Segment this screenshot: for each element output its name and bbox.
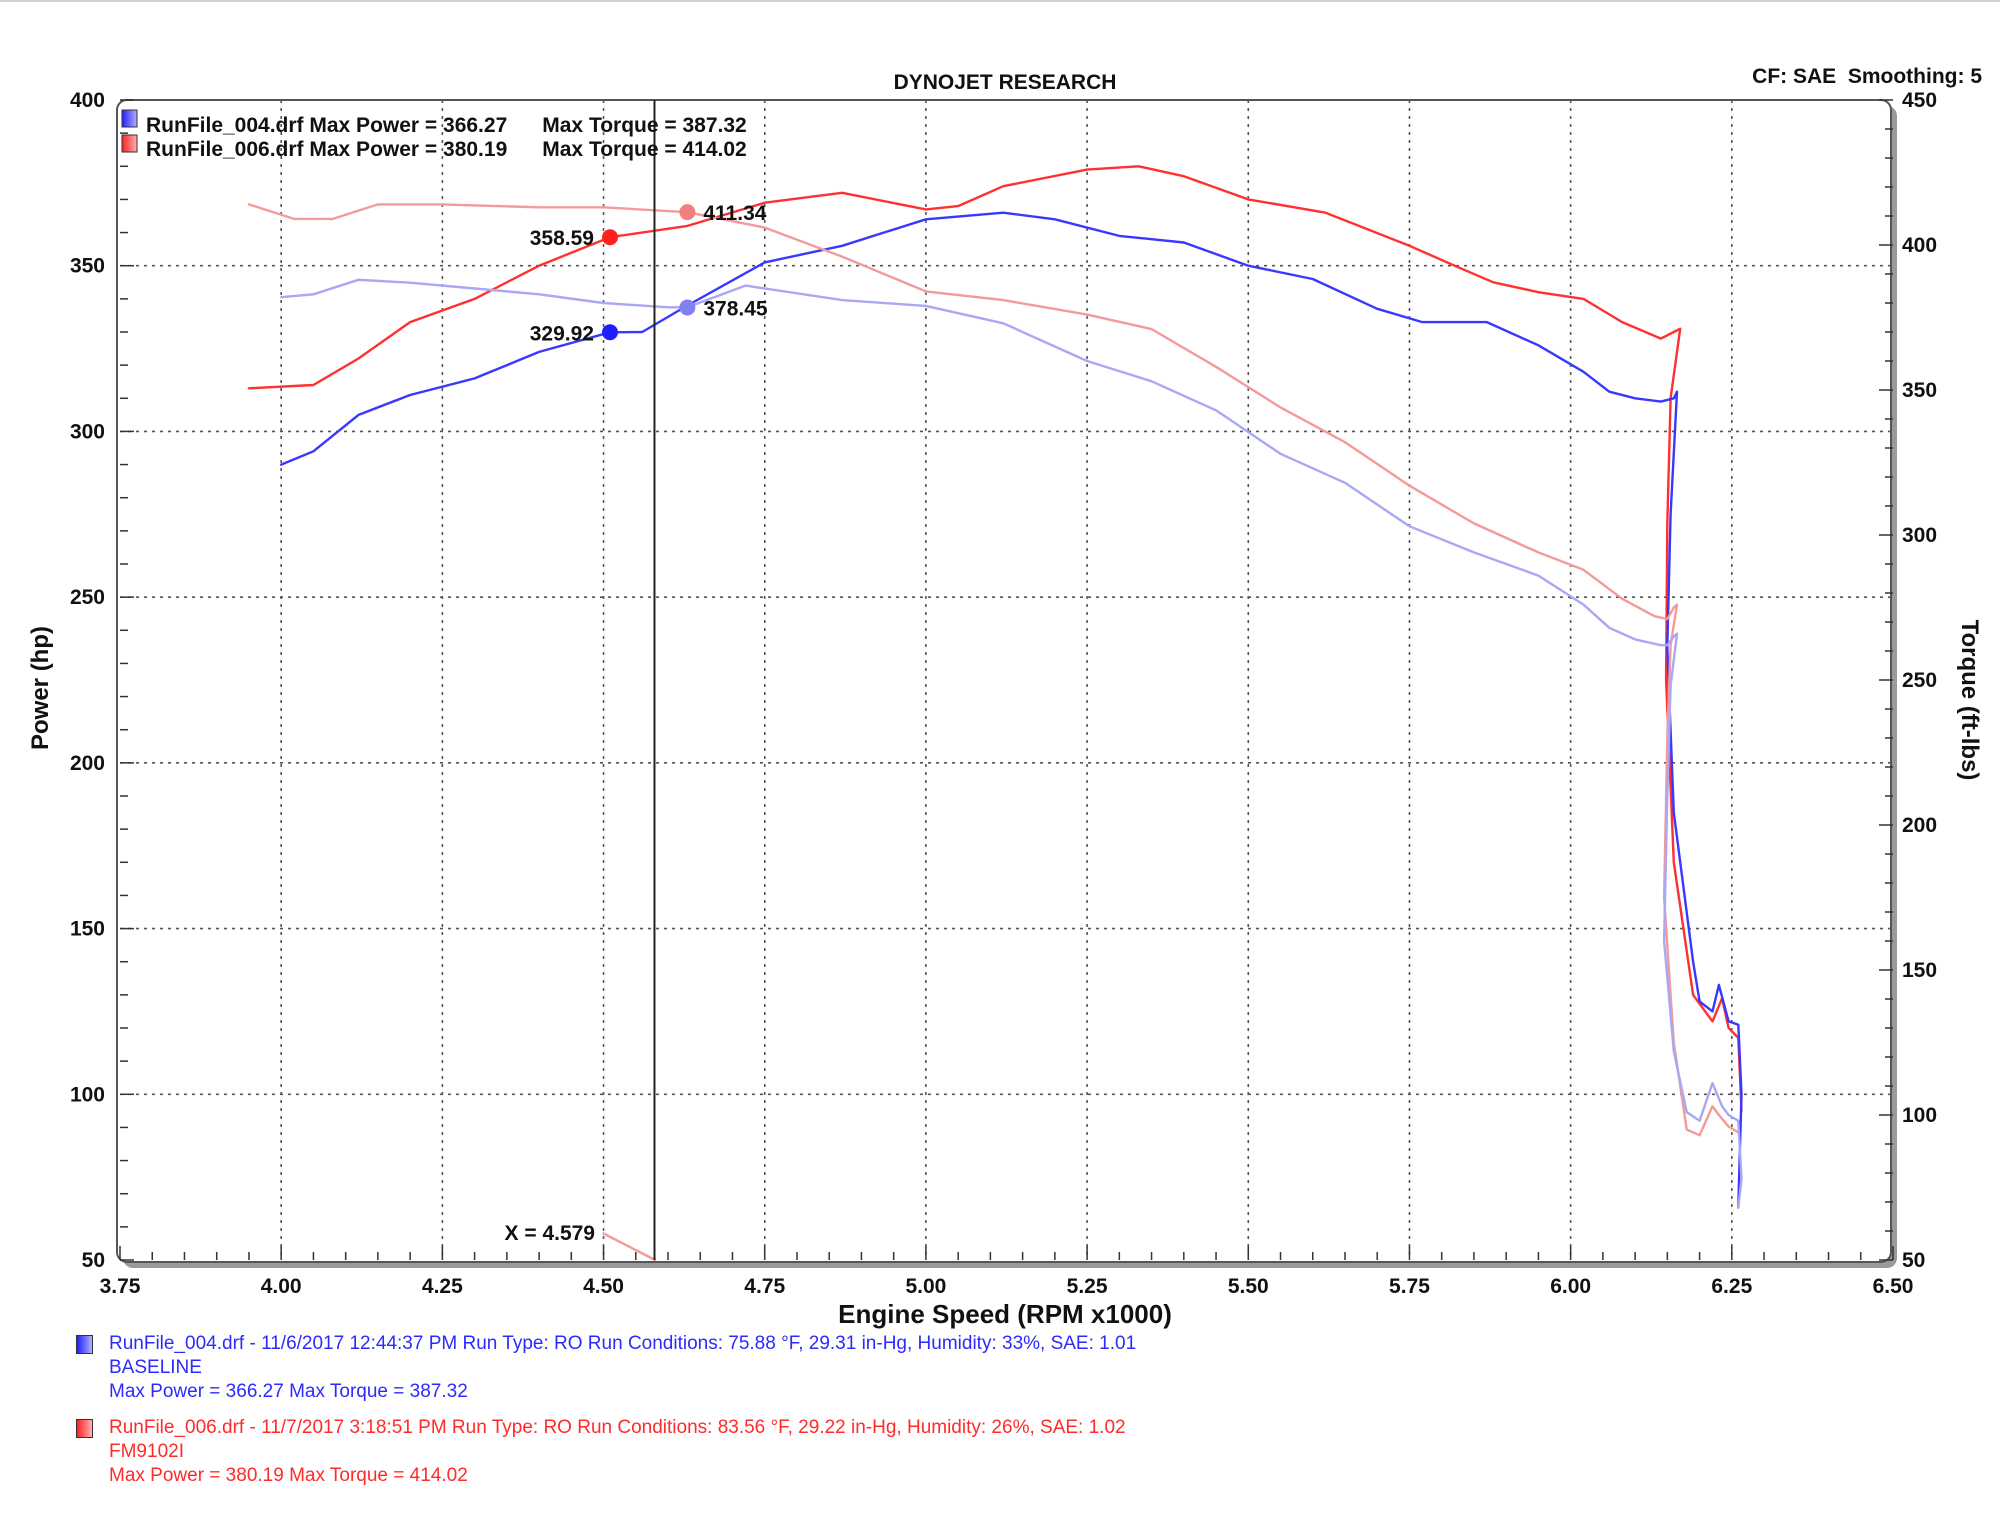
y-left-tick-label: 50: [82, 1249, 105, 1272]
legend-run-006-line-3: Max Power = 380.19 Max Torque = 414.02: [109, 1465, 468, 1486]
data-marker: [601, 324, 618, 341]
axis-labels: 3.75 4.00 4.25 4.50 4.75 5.00 5.25 5.50 5.75 6.00…: [70, 89, 1937, 1298]
legend-run-004-line-1: RunFile_004.drf - 11/6/2017 12:44:37 PM …: [109, 1333, 1137, 1354]
bottom-legend-run-004: RunFile_004.drf - 11/6/2017 12:44:37 PM …: [76, 1332, 1136, 1404]
data-marker: [601, 229, 618, 246]
y-right-tick-label: 300: [1902, 524, 1937, 547]
y-left-tick-label: 100: [70, 1083, 105, 1106]
top-legend: RunFile_004.drf Max Power = 366.27 Max T…: [121, 109, 747, 161]
marker-label: 358.59: [530, 227, 594, 250]
legend-swatch-icon: [76, 1335, 93, 1354]
x-tick-label: 4.50: [583, 1275, 624, 1298]
x-tick-label: 5.50: [1228, 1275, 1269, 1298]
legend-run-006-line-2: FM9102I: [109, 1441, 184, 1462]
x-axis-label: Engine Speed (RPM x1000): [838, 1299, 1172, 1329]
legend-swatch-006: [121, 134, 138, 153]
series-line: [280, 278, 1743, 1210]
legend-run-004-line-2: BASELINE: [109, 1357, 202, 1378]
y-right-tick-label: 350: [1902, 379, 1937, 402]
header-right: CF: SAE Smoothing: 5: [1752, 65, 1982, 88]
marker-label: 329.92: [530, 322, 594, 345]
bottom-legend-run-006: RunFile_006.drf - 11/7/2017 3:18:51 PM R…: [76, 1416, 1126, 1488]
x-tick-label: 4.00: [261, 1275, 302, 1298]
y-left-tick-label: 350: [70, 255, 105, 278]
x-tick-label: 6.50: [1873, 1275, 1914, 1298]
legend-run-006-line-1: RunFile_006.drf - 11/7/2017 3:18:51 PM R…: [109, 1417, 1126, 1438]
y-right-tick-label: 450: [1902, 89, 1937, 112]
y-left-tick-label: 150: [70, 918, 105, 941]
axis-ticks: [119, 99, 1894, 1261]
marker-label: 378.45: [703, 297, 768, 320]
chart-title: DYNOJET RESEARCH: [894, 71, 1117, 94]
y-right-tick-label: 400: [1902, 234, 1937, 257]
y-right-tick-label: 150: [1902, 959, 1937, 982]
y-left-tick-label: 400: [70, 89, 105, 112]
legend-run-004-line-3: Max Power = 366.27 Max Torque = 387.32: [109, 1381, 468, 1402]
x-tick-label: 3.75: [100, 1275, 141, 1298]
y-right-tick-label: 100: [1902, 1104, 1937, 1127]
y-axis-label-left: Power (hp): [27, 626, 54, 750]
data-marker: [679, 204, 696, 221]
plot-frame: [116, 99, 1892, 1263]
legend-text-006: RunFile_006.drf Max Power = 380.19 Max T…: [146, 138, 747, 161]
legend-swatch-004: [121, 109, 138, 128]
y-left-tick-label: 200: [70, 752, 105, 775]
y-right-tick-label: 250: [1902, 669, 1937, 692]
series-line: [280, 211, 1743, 1209]
x-tick-label: 5.25: [1067, 1275, 1108, 1298]
y-left-tick-label: 300: [70, 420, 105, 443]
cursor-label: X = 4.579: [505, 1222, 596, 1245]
x-tick-label: 4.75: [744, 1275, 785, 1298]
legend-swatch-icon: [76, 1419, 93, 1438]
markers: 358.59 329.92 411.34 378.45: [530, 202, 768, 345]
y-right-tick-label: 200: [1902, 814, 1937, 837]
y-axis-label-right: Torque (ft-lbs): [1956, 620, 1983, 781]
grid-lines: [120, 100, 1893, 1260]
series-line: [602, 1232, 657, 1262]
x-tick-label: 5.75: [1389, 1275, 1430, 1298]
x-tick-label: 6.00: [1550, 1275, 1591, 1298]
y-left-tick-label: 250: [70, 586, 105, 609]
marker-label: 411.34: [703, 202, 766, 225]
x-tick-label: 5.00: [905, 1275, 946, 1298]
legend-text-004: RunFile_004.drf Max Power = 366.27 Max T…: [146, 114, 747, 137]
x-tick-label: 6.25: [1711, 1275, 1752, 1298]
data-marker: [679, 299, 696, 316]
y-right-tick-label: 50: [1902, 1249, 1925, 1272]
x-tick-label: 4.25: [422, 1275, 463, 1298]
top-border-line: [0, 0, 2000, 2]
